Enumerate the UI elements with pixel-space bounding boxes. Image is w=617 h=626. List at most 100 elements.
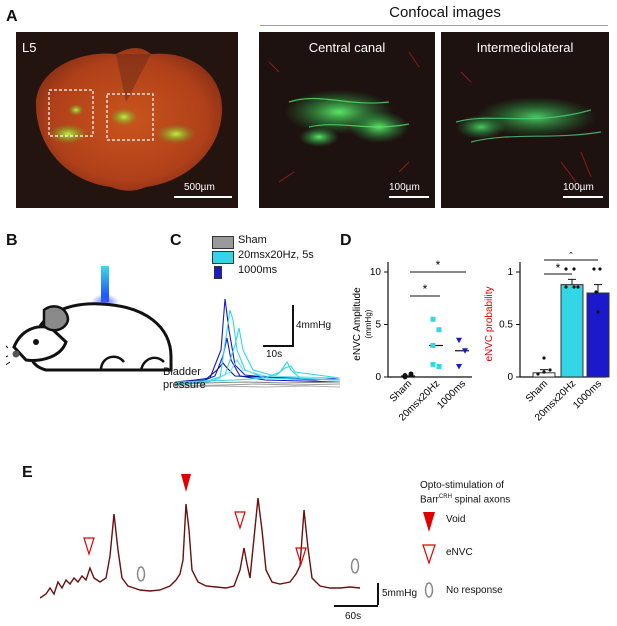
legend-label-20hz: 20msx20Hz, 5s bbox=[238, 249, 314, 261]
envc-marker-icon-2 bbox=[234, 511, 246, 531]
legend-void-icon bbox=[423, 512, 435, 532]
intermediolateral-fluorescence bbox=[455, 71, 602, 183]
intermediolateral-image: Intermediolateral 100µm bbox=[441, 32, 609, 208]
d1-significance: ** bbox=[410, 258, 466, 297]
scale-bar-500 bbox=[174, 196, 232, 198]
legend-no-response-icon bbox=[424, 582, 434, 598]
scale-bar-horizontal-e bbox=[334, 605, 378, 607]
legend-e-title-barr: Barr bbox=[420, 494, 439, 506]
panel-letter-b: B bbox=[6, 232, 18, 249]
d1-ylabel: eNVC Amplitude bbox=[352, 287, 363, 361]
d1-point-1000ms bbox=[462, 348, 468, 354]
d1-points bbox=[402, 316, 468, 380]
bladder-pressure-traces bbox=[175, 298, 340, 389]
d2-ylabel: eNVC probability bbox=[484, 286, 495, 361]
d2-dot-1000ms bbox=[594, 290, 598, 294]
panel-letter-a: A bbox=[6, 8, 18, 25]
d1-ticks: 0 5 10 bbox=[370, 267, 388, 383]
d1-point-20hz bbox=[430, 343, 436, 348]
d2-dot-1000ms bbox=[596, 310, 600, 314]
legend-e-no-response: No response bbox=[446, 585, 503, 596]
trace-sham-2 bbox=[175, 385, 340, 389]
confocal-header: Confocal images bbox=[389, 4, 501, 21]
trace-20hz-3 bbox=[175, 358, 340, 384]
scale-bar-100b bbox=[563, 196, 603, 198]
spinal-cord-section bbox=[35, 48, 223, 191]
d1-sig-star-1: * bbox=[423, 282, 428, 296]
legend-e-void: Void bbox=[446, 514, 466, 525]
legend-swatch-sham bbox=[212, 236, 234, 249]
central-canal-image: Central canal 100µm bbox=[259, 32, 435, 208]
legend-swatch-1000ms bbox=[214, 266, 222, 279]
trace-1000ms-3 bbox=[175, 362, 340, 383]
d2-xlabel: 1000ms bbox=[571, 378, 604, 411]
d2-dot-20hz bbox=[572, 267, 576, 271]
legend-swatch-20hz bbox=[212, 251, 234, 264]
d1-point-20hz bbox=[430, 361, 436, 367]
d1-ytick-label: 0 bbox=[375, 372, 381, 383]
scale-label-s-e: 60s bbox=[345, 611, 362, 622]
central-canal-label: Central canal bbox=[308, 40, 386, 55]
d2-ytick-label: 1 bbox=[507, 267, 513, 278]
d1-point-1000ms bbox=[456, 364, 462, 370]
envc-marker-icon-1 bbox=[83, 537, 95, 557]
scale-text-500: 500µm bbox=[184, 182, 215, 193]
d1-axes bbox=[387, 262, 472, 378]
no-response-marker-icon-1 bbox=[136, 566, 146, 582]
trace-label-pressure: pressure bbox=[163, 379, 206, 391]
d2-ticks: 00.51 bbox=[499, 267, 520, 383]
optic-fiber-icon bbox=[101, 266, 109, 302]
d2-dot-sham bbox=[536, 372, 540, 376]
trace-sham-3 bbox=[175, 381, 340, 385]
d2-dot-sham bbox=[542, 370, 546, 374]
legend-label-sham: Sham bbox=[238, 234, 267, 246]
l5-label: L5 bbox=[22, 40, 37, 55]
trace-label-bladder: Bladder bbox=[163, 366, 201, 378]
d1-xlabel: Sham bbox=[388, 378, 414, 404]
legend-e-title-sup: CRH bbox=[438, 494, 452, 500]
panel-e-trace bbox=[40, 474, 361, 599]
d2-dot-20hz bbox=[564, 285, 568, 289]
d2-dot-sham bbox=[542, 356, 546, 360]
d2-significance: ** bbox=[544, 252, 598, 275]
d2-dot-20hz bbox=[572, 285, 576, 289]
d1-point-sham bbox=[402, 373, 408, 378]
d2-bars bbox=[532, 267, 610, 378]
d1-point-1000ms bbox=[456, 337, 462, 344]
central-canal-fluorescence bbox=[268, 51, 420, 183]
scale-label-s-c: 10s bbox=[266, 349, 283, 360]
d1-ytick-label: 5 bbox=[375, 320, 381, 331]
confocal-header-line bbox=[260, 25, 608, 26]
d1-point-sham bbox=[408, 371, 414, 377]
legend-e-envc: eNVC bbox=[446, 547, 473, 558]
pressure-trace-e bbox=[40, 497, 361, 599]
d2-dot-1000ms bbox=[592, 267, 596, 271]
d1-ytick-label: 10 bbox=[370, 267, 382, 278]
legend-e-title-rest: spinal axons bbox=[451, 494, 511, 506]
mouse-ear-icon bbox=[42, 305, 70, 332]
panel-letter-d: D bbox=[340, 232, 352, 249]
d2-dot-sham bbox=[548, 368, 552, 372]
void-marker-icon bbox=[181, 474, 191, 492]
scale-label-mmhg-e: 5mmHg bbox=[382, 588, 418, 599]
no-response-marker-icon-2 bbox=[350, 558, 360, 574]
legend-label-1000ms: 1000ms bbox=[238, 264, 278, 276]
scale-bar-vertical-e bbox=[377, 583, 379, 605]
d1-means bbox=[401, 344, 469, 377]
d2-ytick-label: 0 bbox=[507, 372, 513, 383]
trace-20hz-4 bbox=[175, 360, 340, 383]
d1-sig-star-2: * bbox=[436, 258, 441, 272]
legend-e-title-line1: Opto-stimulation of bbox=[420, 480, 504, 491]
d2-xlabel: Sham bbox=[524, 378, 550, 404]
scale-bar-100a bbox=[389, 196, 429, 198]
legend-e-markers bbox=[422, 512, 436, 598]
scale-bar-horizontal-c bbox=[263, 345, 294, 347]
d2-bar bbox=[586, 292, 610, 378]
d2-sig-star-2: * bbox=[556, 261, 561, 275]
mouse-illustration bbox=[6, 266, 173, 372]
legend-e-title-line2: BarrCRH spinal axons bbox=[420, 494, 510, 505]
panel-letter-e: E bbox=[22, 464, 33, 481]
